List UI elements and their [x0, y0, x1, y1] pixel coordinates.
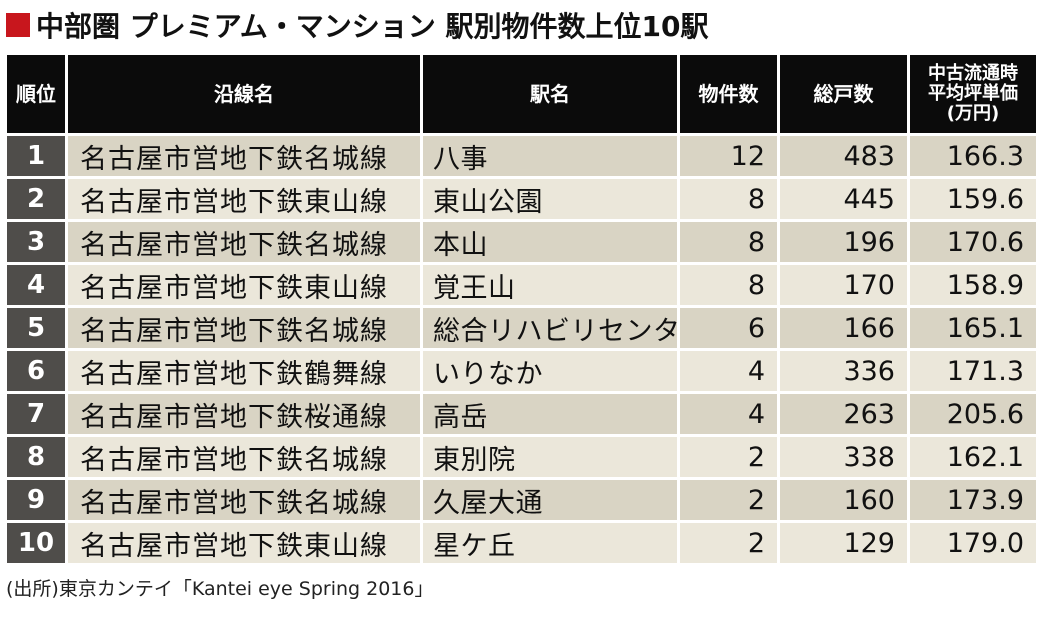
cell-rank: 5 [7, 308, 65, 348]
cell-price: 173.9 [910, 480, 1036, 520]
table-row: 8 名古屋市営地下鉄名城線 東別院 2 338 162.1 [7, 437, 1036, 477]
cell-units: 336 [780, 351, 907, 391]
cell-count: 2 [680, 480, 777, 520]
cell-station: いりなか [423, 351, 677, 391]
cell-station: 総合リハビリセンター [423, 308, 677, 348]
table-row: 9 名古屋市営地下鉄名城線 久屋大通 2 160 173.9 [7, 480, 1036, 520]
header-rank: 順位 [7, 55, 65, 133]
cell-units: 170 [780, 265, 907, 305]
table-row: 5名古屋市営地下鉄名城線総合リハビリセンター6166165.1 [7, 308, 1036, 348]
cell-count: 6 [680, 308, 777, 348]
cell-station: 東別院 [423, 437, 677, 477]
cell-rank: 7 [7, 394, 65, 434]
table-row: 2 名古屋市営地下鉄東山線 東山公園 8 445 159.6 [7, 179, 1036, 219]
cell-price: 158.9 [910, 265, 1036, 305]
cell-price: 179.0 [910, 523, 1036, 563]
cell-station: 覚王山 [423, 265, 677, 305]
cell-count: 12 [680, 136, 777, 176]
table-row: 3 名古屋市営地下鉄名城線 本山 8 196 170.6 [7, 222, 1036, 262]
cell-units: 160 [780, 480, 907, 520]
table-row: 10 名古屋市営地下鉄東山線 星ケ丘 2 129 179.0 [7, 523, 1036, 563]
cell-rank: 4 [7, 265, 65, 305]
header-line: 沿線名 [68, 55, 420, 133]
cell-rank: 10 [7, 523, 65, 563]
cell-station: 八事 [423, 136, 677, 176]
table-row: 4 名古屋市営地下鉄東山線 覚王山 8 170 158.9 [7, 265, 1036, 305]
cell-count: 8 [680, 265, 777, 305]
cell-price: 166.3 [910, 136, 1036, 176]
title-text: 中部圏 プレミアム・マンション 駅別物件数上位10駅 [36, 10, 709, 43]
table-row: 6 名古屋市営地下鉄鶴舞線 いりなか 4 336 171.3 [7, 351, 1036, 391]
cell-line: 名古屋市営地下鉄名城線 [68, 480, 420, 520]
header-row: 順位 沿線名 駅名 物件数 総戸数 中古流通時 平均坪単価 (万円) [7, 55, 1036, 133]
cell-rank: 8 [7, 437, 65, 477]
title-red-square [6, 13, 30, 37]
cell-rank: 2 [7, 179, 65, 219]
cell-line: 名古屋市営地下鉄鶴舞線 [68, 351, 420, 391]
cell-units: 166 [780, 308, 907, 348]
cell-line: 名古屋市営地下鉄名城線 [68, 136, 420, 176]
cell-units: 445 [780, 179, 907, 219]
cell-units: 129 [780, 523, 907, 563]
cell-price: 159.6 [910, 179, 1036, 219]
cell-units: 196 [780, 222, 907, 262]
cell-price: 165.1 [910, 308, 1036, 348]
table-row: 7 名古屋市営地下鉄桜通線 高岳 4 263 205.6 [7, 394, 1036, 434]
header-station: 駅名 [423, 55, 677, 133]
table-row: 1 名古屋市営地下鉄名城線 八事 12 483 166.3 [7, 136, 1036, 176]
cell-count: 4 [680, 394, 777, 434]
cell-units: 483 [780, 136, 907, 176]
ranking-table: 順位 沿線名 駅名 物件数 総戸数 中古流通時 平均坪単価 (万円) 1 名古屋市… [4, 52, 1039, 566]
cell-count: 8 [680, 222, 777, 262]
cell-count: 2 [680, 523, 777, 563]
cell-line: 名古屋市営地下鉄東山線 [68, 523, 420, 563]
cell-station: 星ケ丘 [423, 523, 677, 563]
cell-line: 名古屋市営地下鉄桜通線 [68, 394, 420, 434]
header-count: 物件数 [680, 55, 777, 133]
table-title: 中部圏 プレミアム・マンション 駅別物件数上位10駅 [6, 4, 709, 46]
cell-price: 171.3 [910, 351, 1036, 391]
cell-station: 久屋大通 [423, 480, 677, 520]
cell-rank: 9 [7, 480, 65, 520]
cell-station: 高岳 [423, 394, 677, 434]
header-units: 総戸数 [780, 55, 907, 133]
cell-line: 名古屋市営地下鉄名城線 [68, 437, 420, 477]
cell-station: 本山 [423, 222, 677, 262]
cell-line: 名古屋市営地下鉄名城線 [68, 308, 420, 348]
source-note: (出所)東京カンテイ「Kantei eye Spring 2016」 [6, 578, 434, 600]
cell-units: 263 [780, 394, 907, 434]
cell-count: 8 [680, 179, 777, 219]
cell-rank: 3 [7, 222, 65, 262]
cell-price: 162.1 [910, 437, 1036, 477]
header-price: 中古流通時 平均坪単価 (万円) [910, 55, 1036, 133]
cell-price: 205.6 [910, 394, 1036, 434]
cell-station: 東山公園 [423, 179, 677, 219]
cell-rank: 6 [7, 351, 65, 391]
cell-units: 338 [780, 437, 907, 477]
cell-count: 2 [680, 437, 777, 477]
cell-line: 名古屋市営地下鉄東山線 [68, 265, 420, 305]
cell-price: 170.6 [910, 222, 1036, 262]
cell-rank: 1 [7, 136, 65, 176]
cell-line: 名古屋市営地下鉄東山線 [68, 179, 420, 219]
cell-count: 4 [680, 351, 777, 391]
cell-line: 名古屋市営地下鉄名城線 [68, 222, 420, 262]
